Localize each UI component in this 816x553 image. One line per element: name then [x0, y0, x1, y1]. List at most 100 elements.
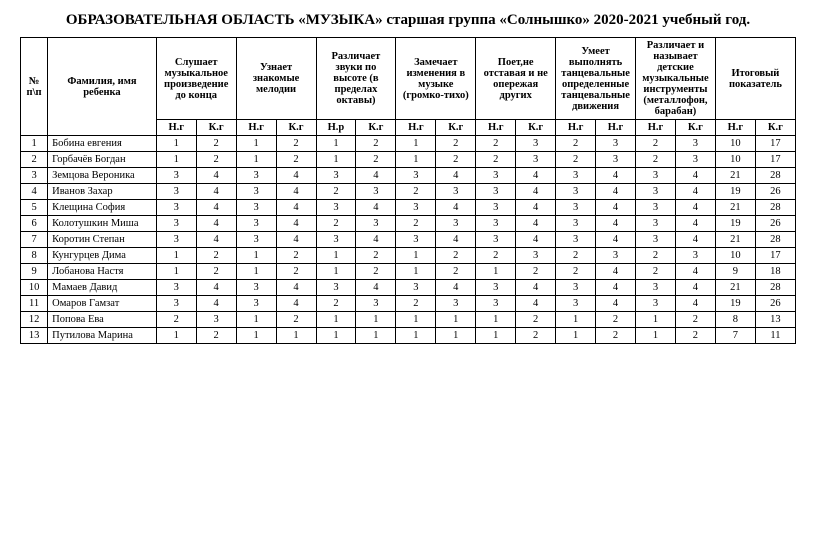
cell-value: 3 — [436, 184, 476, 200]
cell-value: 2 — [436, 264, 476, 280]
cell-value: 3 — [236, 200, 276, 216]
cell-value: 2 — [556, 152, 596, 168]
col-num: № п\п — [21, 38, 48, 136]
table-row: 1Бобина евгения121212122323231017 — [21, 136, 796, 152]
cell-num: 10 — [21, 280, 48, 296]
cell-value: 2 — [316, 184, 356, 200]
table-row: 10Мамаев Давид343434343434342128 — [21, 280, 796, 296]
cell-value: 10 — [715, 248, 755, 264]
col-name: Фамилия, имя ребенка — [48, 38, 157, 136]
cell-value: 28 — [755, 200, 795, 216]
cell-name: Иванов Захар — [48, 184, 157, 200]
cell-value: 3 — [675, 152, 715, 168]
cell-value: 4 — [596, 184, 636, 200]
cell-value: 1 — [396, 312, 436, 328]
cell-value: 3 — [356, 216, 396, 232]
col-c7: Различает и называет детские музыкальные… — [636, 38, 716, 120]
cell-value: 17 — [755, 152, 795, 168]
cell-value: 3 — [476, 184, 516, 200]
cell-value: 4 — [596, 168, 636, 184]
table-row: 9Лобанова Настя12121212122424918 — [21, 264, 796, 280]
cell-value: 2 — [156, 312, 196, 328]
cell-value: 4 — [196, 232, 236, 248]
cell-value: 4 — [196, 200, 236, 216]
cell-name: Лобанова Настя — [48, 264, 157, 280]
cell-name: Путилова Марина — [48, 328, 157, 344]
cell-value: 1 — [556, 312, 596, 328]
cell-name: Колотушкин Миша — [48, 216, 157, 232]
cell-value: 19 — [715, 216, 755, 232]
subcol-4: Н.р — [316, 120, 356, 136]
subcol-1: К.г — [196, 120, 236, 136]
cell-value: 1 — [156, 248, 196, 264]
cell-num: 5 — [21, 200, 48, 216]
col-c4: Замечает изменения в музыке (громко-тихо… — [396, 38, 476, 120]
cell-value: 4 — [356, 168, 396, 184]
subcol-2: Н.г — [236, 120, 276, 136]
cell-value: 2 — [516, 264, 556, 280]
cell-num: 3 — [21, 168, 48, 184]
col-c2: Узнает знакомые мелодии — [236, 38, 316, 120]
cell-num: 1 — [21, 136, 48, 152]
cell-value: 3 — [675, 136, 715, 152]
cell-name: Кунгурцев Дима — [48, 248, 157, 264]
cell-value: 2 — [476, 248, 516, 264]
cell-value: 1 — [236, 136, 276, 152]
cell-value: 2 — [356, 152, 396, 168]
cell-value: 2 — [476, 152, 516, 168]
cell-value: 1 — [436, 328, 476, 344]
cell-value: 3 — [675, 248, 715, 264]
cell-value: 4 — [596, 216, 636, 232]
cell-value: 2 — [276, 248, 316, 264]
cell-value: 3 — [316, 280, 356, 296]
cell-value: 3 — [436, 296, 476, 312]
cell-value: 4 — [596, 232, 636, 248]
cell-value: 1 — [316, 136, 356, 152]
cell-value: 10 — [715, 152, 755, 168]
cell-value: 4 — [596, 264, 636, 280]
cell-value: 3 — [156, 184, 196, 200]
col-c6: Умеет выполнять танцевальные определенны… — [556, 38, 636, 120]
table-row: 6Колотушкин Миша343423233434341926 — [21, 216, 796, 232]
col-c8: Итоговый показатель — [715, 38, 795, 120]
cell-value: 1 — [316, 152, 356, 168]
cell-value: 3 — [476, 296, 516, 312]
cell-value: 2 — [316, 216, 356, 232]
cell-value: 3 — [156, 232, 196, 248]
cell-value: 1 — [436, 312, 476, 328]
cell-value: 4 — [516, 184, 556, 200]
cell-value: 3 — [356, 296, 396, 312]
cell-num: 7 — [21, 232, 48, 248]
cell-value: 21 — [715, 280, 755, 296]
cell-value: 1 — [476, 264, 516, 280]
cell-value: 4 — [675, 232, 715, 248]
subcol-9: К.г — [516, 120, 556, 136]
cell-value: 18 — [755, 264, 795, 280]
cell-value: 3 — [556, 296, 596, 312]
cell-value: 3 — [596, 248, 636, 264]
cell-value: 3 — [516, 136, 556, 152]
cell-value: 3 — [636, 184, 676, 200]
cell-value: 1 — [556, 328, 596, 344]
cell-value: 1 — [396, 136, 436, 152]
cell-value: 4 — [196, 184, 236, 200]
cell-value: 2 — [476, 136, 516, 152]
page-title: ОБРАЗОВАТЕЛЬНАЯ ОБЛАСТЬ «МУЗЫКА» старшая… — [20, 12, 796, 29]
cell-value: 4 — [516, 296, 556, 312]
cell-value: 1 — [396, 152, 436, 168]
assessment-table: № п\п Фамилия, имя ребенка Слушает музык… — [20, 37, 796, 344]
cell-value: 9 — [715, 264, 755, 280]
cell-value: 3 — [596, 136, 636, 152]
cell-value: 8 — [715, 312, 755, 328]
cell-value: 3 — [636, 200, 676, 216]
cell-value: 4 — [276, 168, 316, 184]
cell-value: 4 — [356, 200, 396, 216]
cell-value: 2 — [636, 152, 676, 168]
cell-value: 4 — [196, 280, 236, 296]
cell-value: 26 — [755, 216, 795, 232]
cell-num: 2 — [21, 152, 48, 168]
table-row: 4Иванов Захар343423233434341926 — [21, 184, 796, 200]
cell-value: 3 — [236, 232, 276, 248]
cell-value: 3 — [396, 280, 436, 296]
table-row: 8Кунгурцев Дима121212122323231017 — [21, 248, 796, 264]
